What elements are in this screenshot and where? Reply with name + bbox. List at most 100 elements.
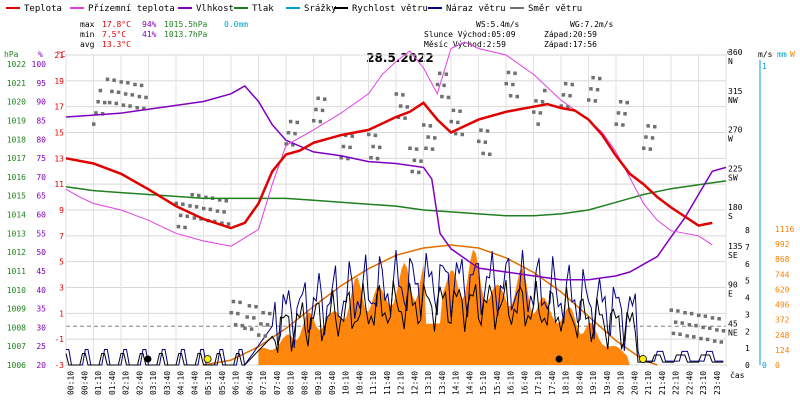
wind-direction-mark: [257, 333, 261, 337]
time-tick-label: 19:10: [589, 371, 598, 395]
wind-direction-mark: [451, 108, 456, 113]
hum-tick-label: 45: [36, 267, 46, 276]
wind-direction-mark: [320, 108, 325, 113]
time-tick-label: 22:40: [685, 371, 694, 395]
pres-tick-label: 1009: [7, 305, 26, 314]
stat-avg-temp: 13.3°C: [102, 40, 131, 49]
wind-direction-mark: [701, 325, 705, 330]
hum-tick-label: 90: [36, 98, 46, 107]
wind-direction-mark: [268, 311, 272, 316]
solar-tick-label: 868: [775, 255, 790, 264]
wind-direction-mark: [692, 335, 696, 339]
pres-tick-label: 1016: [7, 173, 26, 182]
stat-max-temp: 17.8°C: [102, 20, 131, 29]
wind-direction-mark: [371, 144, 375, 149]
hum-tick-label: 100: [32, 60, 47, 69]
sunrise-marker: [203, 355, 212, 363]
legend-label: Teplota: [24, 4, 62, 14]
dir-tick-label: 270: [728, 126, 743, 135]
wind-direction-mark: [591, 75, 595, 80]
wind-direction-mark: [185, 214, 189, 219]
time-tick-label: 21:40: [658, 371, 667, 395]
wind-direction-mark: [295, 120, 299, 125]
wind-direction-mark: [618, 100, 623, 104]
axis-title-time: čas: [730, 370, 745, 380]
wind-direction-mark: [367, 132, 371, 137]
wind-direction-mark: [403, 116, 407, 120]
temp-tick-label: 1: [59, 309, 64, 318]
wind-direction-mark: [673, 320, 678, 324]
wind-direction-mark: [291, 143, 295, 147]
time-tick-label: 02:40: [135, 371, 144, 395]
humidity-line: [65, 85, 727, 281]
wind-tick-label: 5: [745, 277, 750, 286]
time-tick-label: 00:40: [80, 371, 89, 395]
wind-direction-mark: [485, 129, 490, 133]
wind-direction-mark: [123, 92, 128, 96]
wind-direction-mark: [190, 193, 194, 197]
stat-max-pres: 1015.5hPa: [164, 20, 208, 29]
wind-direction-mark: [348, 145, 352, 150]
wind-direction-mark: [194, 205, 199, 209]
time-tick-label: 05:40: [218, 371, 227, 395]
wind-direction-mark: [312, 118, 316, 123]
hum-tick-label: 65: [36, 192, 46, 201]
wind-direction-mark: [259, 322, 263, 326]
time-tick-label: 10:40: [355, 371, 364, 395]
solar-radiation-area: [258, 249, 630, 365]
wind-direction-mark: [139, 83, 144, 88]
pres-tick-label: 1022: [7, 60, 26, 69]
stat-min-pres: 1013.7hPa: [164, 30, 208, 39]
dir-cardinal-label: N: [728, 57, 733, 66]
time-tick-label: 02:10: [122, 371, 131, 395]
wind-direction-mark: [446, 95, 451, 100]
wind-direction-mark: [98, 88, 103, 93]
wind-direction-mark: [623, 112, 627, 116]
wind-direction-mark: [561, 93, 566, 97]
wind-direction-mark: [126, 81, 130, 85]
wind-direction-mark: [414, 147, 419, 151]
wind-direction-mark: [442, 83, 446, 88]
wind-direction-mark: [650, 136, 655, 140]
wind-direction-mark: [593, 99, 598, 103]
wind-direction-mark: [208, 207, 213, 212]
time-tick-label: 11:40: [383, 371, 392, 395]
wind-direction-mark: [437, 71, 442, 76]
wind-direction-mark: [515, 94, 519, 99]
wind-direction-mark: [350, 134, 354, 138]
wind-direction-mark: [687, 323, 692, 327]
pres-tick-label: 1018: [7, 135, 26, 144]
wind-direction-mark: [715, 328, 719, 332]
wind-direction-mark: [233, 323, 238, 327]
wind-direction-mark: [222, 210, 226, 214]
wind-direction-mark: [96, 100, 100, 104]
legend-label: Přízemní teplota: [88, 4, 175, 14]
wind-direction-mark: [477, 139, 481, 144]
wind-direction-mark: [112, 78, 116, 82]
time-tick-label: 09:40: [328, 371, 337, 395]
wind-direction-mark: [563, 81, 568, 86]
wind-direction-mark: [412, 158, 417, 163]
wind-direction-mark: [192, 216, 197, 220]
wind-direction-mark: [197, 193, 201, 198]
stat-moon: Měsíc Východ:2:59: [424, 40, 506, 49]
pres-tick-label: 1015: [7, 192, 26, 201]
time-tick-label: 23:40: [713, 371, 722, 395]
wind-direction-mark: [103, 100, 107, 105]
solar-tick-label: 0: [775, 361, 780, 370]
wind-direction-mark: [456, 120, 460, 125]
wind-direction-mark: [444, 72, 449, 76]
wind-direction-mark: [449, 119, 453, 124]
wind-direction-mark: [417, 170, 421, 175]
time-tick-label: 06:40: [245, 371, 254, 395]
wind-direction-mark: [110, 89, 114, 94]
wind-direction-mark: [511, 82, 515, 87]
pres-tick-label: 1017: [7, 154, 26, 163]
wind-direction-mark: [422, 123, 426, 127]
wind-direction-mark: [708, 326, 712, 330]
wind-direction-mark: [373, 133, 378, 138]
wind-direction-mark: [217, 198, 222, 202]
pres-tick-label: 1020: [7, 98, 26, 107]
stats-block: max 17.8°C 94% 1015.5hPa 0.0mm min 7.5°C…: [80, 20, 614, 49]
dir-cardinal-label: NW: [728, 96, 738, 105]
